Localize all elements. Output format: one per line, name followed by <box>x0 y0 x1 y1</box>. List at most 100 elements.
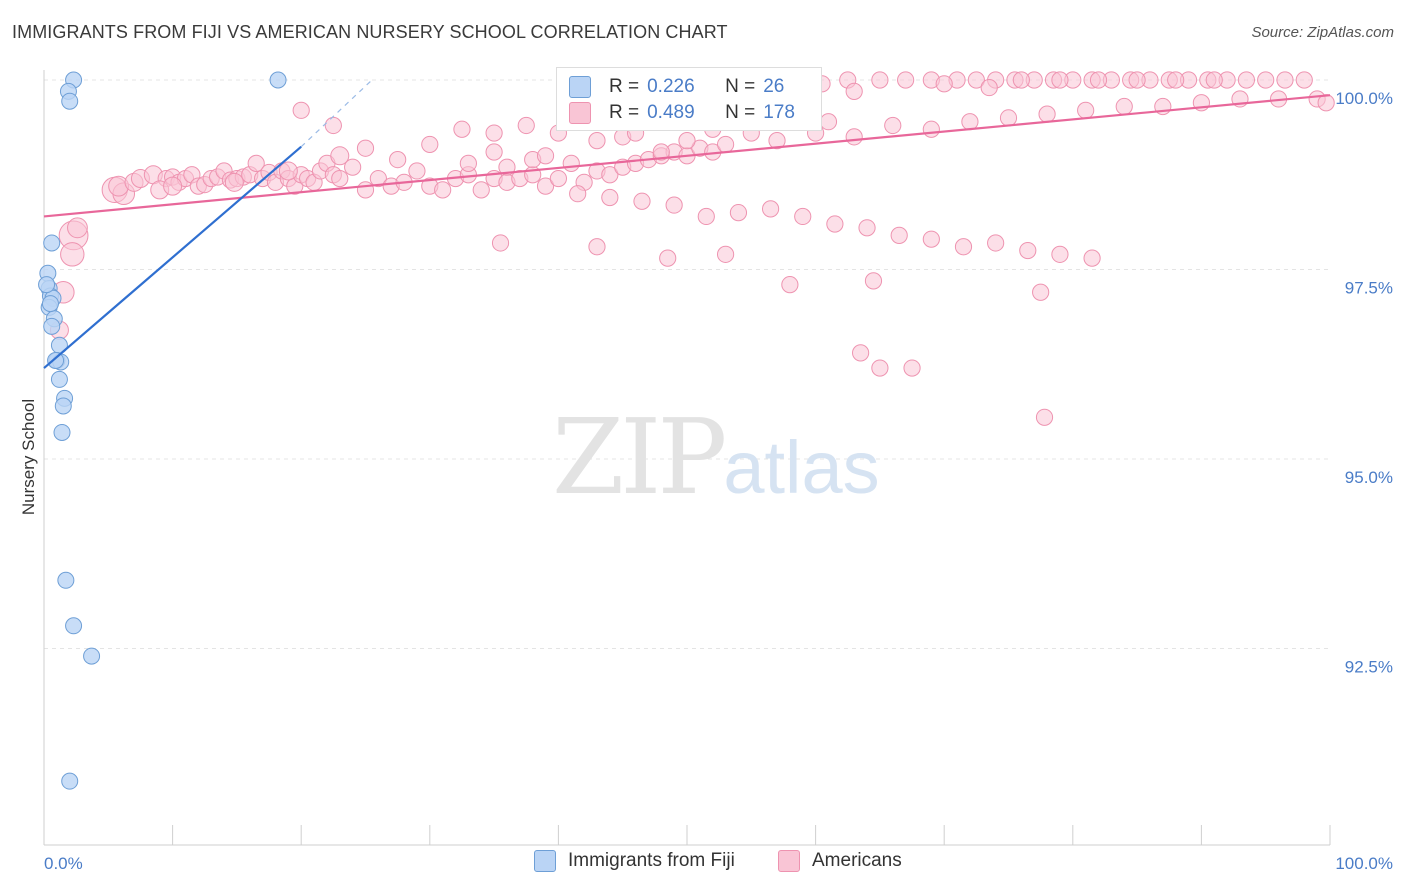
americans-point <box>369 169 387 188</box>
americans-swatch <box>569 102 591 124</box>
americans-point <box>1205 71 1223 89</box>
americans-point <box>678 132 696 150</box>
americans-point <box>498 158 516 176</box>
americans-point <box>224 172 244 192</box>
americans-point <box>1083 249 1101 267</box>
americans-point <box>858 219 876 237</box>
americans-point <box>278 161 298 181</box>
y-tick-label: 97.5% <box>1345 279 1393 298</box>
fiji-point <box>43 234 61 252</box>
fiji-point <box>43 317 61 335</box>
y-tick-label: 95.0% <box>1345 468 1393 487</box>
americans-point <box>536 147 555 165</box>
y-tick-label: 92.5% <box>1345 658 1393 677</box>
r-label: R = <box>609 102 640 123</box>
americans-point <box>819 113 838 131</box>
americans-point <box>356 139 375 157</box>
americans-trendline <box>43 94 1331 218</box>
fiji-trendline-extension <box>300 79 373 148</box>
n-label: N = <box>725 76 756 97</box>
americans-point <box>1012 71 1030 89</box>
x-tick-label: 100.0% <box>1335 854 1393 873</box>
chart-title: IMMIGRANTS FROM FIJI VS AMERICAN NURSERY… <box>12 22 728 42</box>
fiji-point <box>65 617 83 635</box>
fiji-swatch <box>569 76 591 98</box>
americans-point <box>864 272 883 290</box>
americans-point <box>716 245 735 263</box>
americans-point <box>569 185 587 203</box>
americans-point <box>588 238 606 256</box>
americans-point <box>652 143 670 161</box>
americans-point <box>659 249 677 267</box>
americans-point <box>421 135 439 154</box>
americans-point <box>1089 71 1108 89</box>
americans-point <box>549 169 568 188</box>
americans-point <box>601 188 619 207</box>
americans-point <box>67 217 88 239</box>
watermark-zip: ZIP <box>552 396 727 518</box>
legend-item-americans[interactable]: Americans <box>778 850 902 872</box>
stats-row-americans: R = 0.489 N = 178 <box>569 100 795 126</box>
americans-point <box>729 204 748 222</box>
americans-swatch <box>778 850 800 872</box>
americans-point <box>1257 71 1275 89</box>
americans-point <box>935 75 953 93</box>
watermark: ZIPatlas <box>552 396 880 518</box>
stats-box: R = 0.226 N = 26 R = 0.489 N = 178 <box>556 67 822 131</box>
americans-point <box>60 242 85 267</box>
fiji-point <box>47 351 65 369</box>
americans-point <box>852 344 870 362</box>
americans-point <box>922 230 940 248</box>
americans-point <box>890 226 908 244</box>
americans-point <box>1051 71 1069 89</box>
americans-point <box>1295 71 1313 89</box>
fiji-point <box>269 71 287 89</box>
grid-layer <box>44 79 1330 649</box>
americans-point <box>665 196 683 214</box>
fiji-point <box>53 423 71 441</box>
americans-point <box>389 150 407 169</box>
americans-point <box>536 177 555 195</box>
americans-point <box>292 101 310 119</box>
source-label: Source: ZipAtlas.com <box>1251 24 1394 41</box>
americans-point <box>163 176 183 196</box>
americans-point <box>485 124 503 142</box>
americans-point <box>491 234 510 252</box>
americans-point <box>324 116 342 135</box>
americans-point <box>716 135 735 154</box>
americans-point <box>967 71 985 89</box>
americans-point <box>781 276 799 294</box>
americans-point <box>768 132 786 150</box>
americans-point <box>1167 71 1185 89</box>
americans-point <box>987 234 1005 252</box>
americans-point <box>871 359 889 377</box>
y-axis-label: Nursery School <box>19 399 38 515</box>
legend-item-fiji[interactable]: Immigrants from Fiji <box>534 850 735 872</box>
americans-point <box>1077 101 1095 119</box>
n-value: 26 <box>763 76 785 97</box>
r-value: 0.489 <box>647 102 695 123</box>
stats-row-fiji: R = 0.226 N = 26 <box>569 74 784 100</box>
legend: Immigrants from Fiji Americans <box>0 850 1406 878</box>
americans-point <box>871 71 889 89</box>
americans-point <box>1035 408 1054 426</box>
americans-point <box>903 359 921 377</box>
americans-point <box>697 207 715 226</box>
fiji-point <box>41 295 59 313</box>
americans-point <box>517 116 535 135</box>
watermark-atlas: atlas <box>723 426 880 509</box>
americans-point <box>408 162 426 180</box>
fiji-point <box>83 647 101 665</box>
americans-point <box>1051 245 1069 263</box>
fiji-point <box>38 276 56 294</box>
legend-label-americans: Americans <box>812 850 902 871</box>
americans-point <box>485 143 503 161</box>
americans-point <box>954 238 973 256</box>
americans-point <box>794 207 812 226</box>
americans-point <box>1115 97 1133 116</box>
y-tick-label: 100.0% <box>1335 89 1393 108</box>
americans-point <box>826 215 844 233</box>
americans-point <box>331 169 349 188</box>
americans-point <box>1019 241 1037 260</box>
